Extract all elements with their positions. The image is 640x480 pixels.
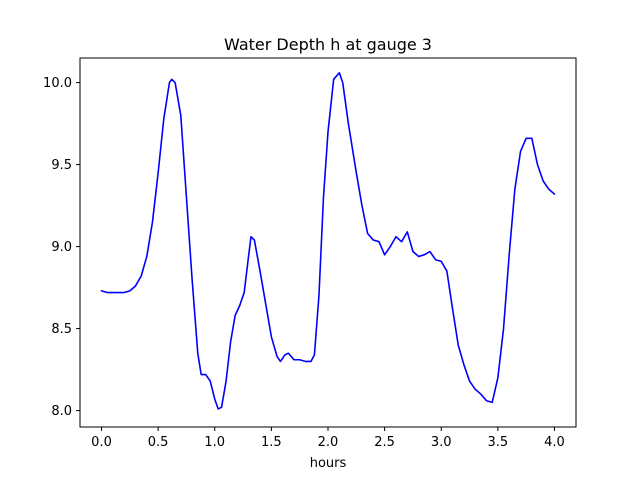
x-tick-label: 1.0 [204,435,225,450]
x-tick-label: 0.5 [148,435,169,450]
plot-area-frame [79,57,577,428]
series-line-0 [100,71,556,410]
x-tick-label: 2.5 [374,435,395,450]
x-axis: 0.0 0.5 1.0 1.5 2.0 2.5 3.0 3.5 4.0 [91,427,565,450]
y-tick-label: 10.0 [43,76,72,91]
x-tick-label: 1.5 [261,435,282,450]
x-tick-label: 0.0 [91,435,112,450]
x-tick-label: 4.0 [544,435,565,450]
x-tick-label: 2.0 [318,435,339,450]
y-tick-label: 8.0 [51,404,72,419]
y-axis: 8.0 8.5 9.0 9.5 10.0 [43,76,80,419]
chart-title: Water Depth h at gauge 3 [224,35,432,54]
x-tick-label: 3.5 [488,435,509,450]
y-tick-label: 8.5 [51,322,72,337]
x-axis-label: hours [310,456,347,471]
y-tick-label: 9.0 [51,240,72,255]
x-tick-label: 3.0 [431,435,452,450]
y-tick-label: 9.5 [51,158,72,173]
